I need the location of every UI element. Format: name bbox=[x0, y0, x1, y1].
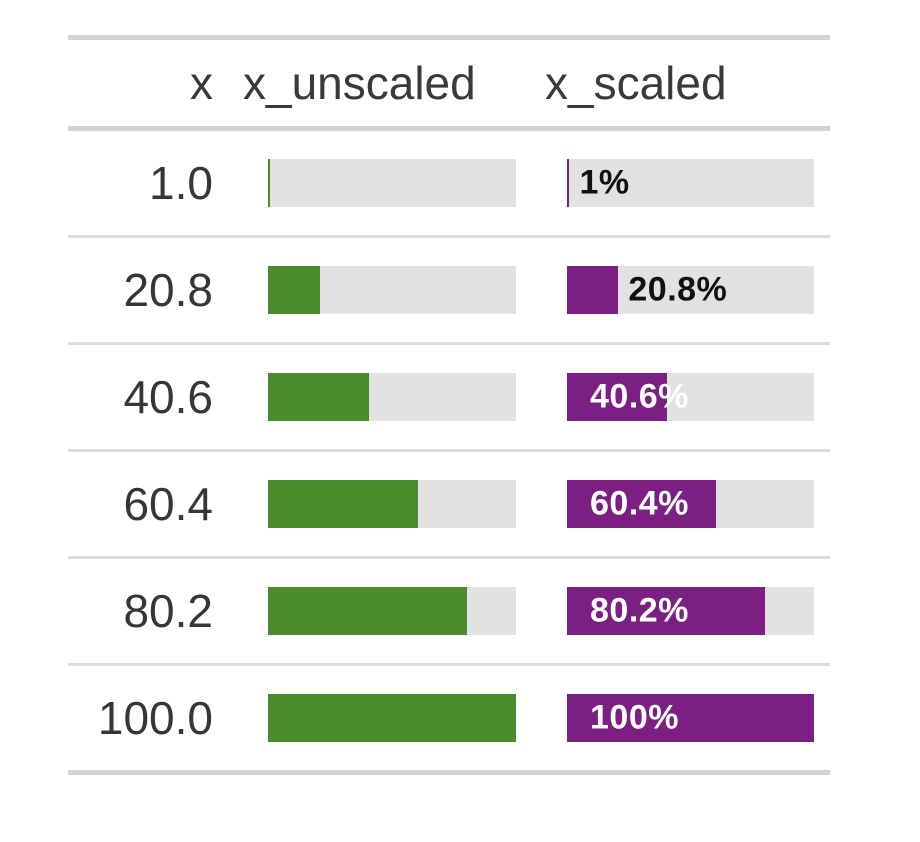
unscaled-bar-track bbox=[268, 587, 516, 635]
table-row: 60.4 60.4% bbox=[68, 450, 830, 559]
table-header: x x_unscaled x_scaled bbox=[68, 37, 830, 131]
scaled-bar-label: 40.6% bbox=[590, 377, 689, 416]
scaled-bar-label: 20.8% bbox=[628, 270, 728, 309]
scaled-bar-fill bbox=[567, 694, 814, 742]
column-header-x-scaled: x_scaled bbox=[540, 37, 830, 131]
unscaled-bar-track bbox=[268, 480, 516, 528]
table-row: 100.0 100% bbox=[68, 665, 830, 773]
unscaled-bar-fill bbox=[268, 266, 320, 314]
scaled-bar-label: 100% bbox=[590, 698, 679, 737]
scaled-bar-track: 40.6% bbox=[567, 373, 814, 421]
scaled-bar-fill bbox=[567, 480, 717, 528]
unscaled-bar-track bbox=[268, 694, 516, 742]
unscaled-bar-track bbox=[268, 266, 516, 314]
table-row: 80.2 80.2% bbox=[68, 557, 830, 666]
scaled-bar-fill bbox=[567, 373, 668, 421]
scaled-bar-label: 1% bbox=[579, 163, 630, 202]
unscaled-bar-fill bbox=[268, 694, 516, 742]
scaled-bar-track: 1% bbox=[567, 159, 814, 207]
unscaled-bar-fill bbox=[268, 587, 467, 635]
scaled-bar-track: 100% bbox=[567, 694, 814, 742]
unscaled-bar-fill bbox=[268, 159, 271, 207]
scaled-bar-track: 80.2% bbox=[567, 587, 814, 635]
scaled-bar-track: 60.4% bbox=[567, 480, 814, 528]
column-header-x: x bbox=[68, 37, 238, 131]
x-value: 1.0 bbox=[149, 157, 213, 209]
scaled-bar-fill bbox=[567, 159, 570, 207]
unscaled-bar-fill bbox=[268, 373, 369, 421]
scaled-bar-label: 80.2% bbox=[590, 591, 689, 630]
scaled-bar-fill bbox=[567, 266, 619, 314]
table-row: 40.6 40.6% bbox=[68, 343, 830, 452]
x-value: 60.4 bbox=[123, 478, 213, 530]
unscaled-bar-track bbox=[268, 373, 516, 421]
x-value: 80.2 bbox=[123, 585, 213, 637]
unscaled-bar-fill bbox=[268, 480, 418, 528]
data-table: x x_unscaled x_scaled 1.0 1% 20.8 bbox=[68, 35, 830, 775]
header-row: x x_unscaled x_scaled bbox=[68, 37, 830, 131]
x-value: 100.0 bbox=[97, 692, 213, 744]
table-row: 1.0 1% bbox=[68, 128, 830, 238]
table-body: 1.0 1% 20.8 20.8% bbox=[68, 128, 830, 773]
x-value: 20.8 bbox=[123, 264, 213, 316]
scaled-bar-track: 20.8% bbox=[567, 266, 814, 314]
table-row: 20.8 20.8% bbox=[68, 236, 830, 345]
scaled-bar-fill bbox=[567, 587, 766, 635]
column-header-x-unscaled: x_unscaled bbox=[238, 37, 540, 131]
scaled-bar-label: 60.4% bbox=[590, 484, 689, 523]
unscaled-bar-track bbox=[268, 159, 516, 207]
x-value: 40.6 bbox=[123, 371, 213, 423]
